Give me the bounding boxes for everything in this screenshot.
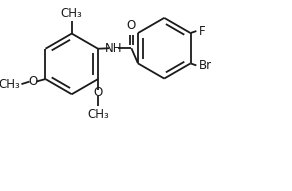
Text: O: O bbox=[28, 75, 37, 88]
Text: O: O bbox=[93, 87, 102, 100]
Text: O: O bbox=[127, 19, 136, 32]
Text: CH₃: CH₃ bbox=[0, 78, 20, 91]
Text: F: F bbox=[199, 24, 206, 38]
Text: Br: Br bbox=[199, 59, 213, 72]
Text: CH₃: CH₃ bbox=[87, 108, 109, 121]
Text: CH₃: CH₃ bbox=[61, 7, 83, 20]
Text: NH: NH bbox=[105, 42, 122, 55]
